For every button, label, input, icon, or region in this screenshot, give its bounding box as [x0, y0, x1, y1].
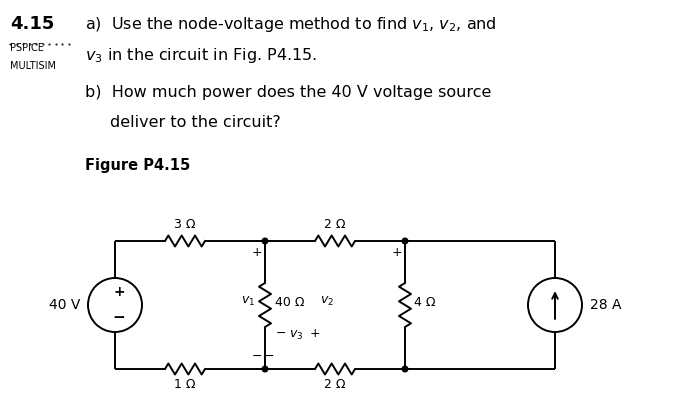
Text: −: −: [113, 311, 125, 325]
Text: −: −: [264, 349, 274, 363]
Text: 3 Ω: 3 Ω: [174, 218, 196, 231]
Text: deliver to the circuit?: deliver to the circuit?: [110, 115, 281, 130]
Text: 4 Ω: 4 Ω: [414, 297, 435, 309]
Circle shape: [402, 366, 408, 372]
Text: +: +: [392, 247, 402, 259]
Text: −: −: [252, 349, 262, 363]
Text: $v_3$ in the circuit in Fig. P4.15.: $v_3$ in the circuit in Fig. P4.15.: [85, 46, 317, 65]
Text: 2 Ω: 2 Ω: [324, 378, 346, 391]
Text: Figure P4.15: Figure P4.15: [85, 158, 190, 173]
Text: $v_2$: $v_2$: [320, 294, 334, 308]
Text: MULTISIM: MULTISIM: [10, 61, 56, 71]
Text: b)  How much power does the 40 V voltage source: b) How much power does the 40 V voltage …: [85, 85, 491, 100]
Circle shape: [262, 238, 268, 244]
Text: $-\ v_3\ +$: $-\ v_3\ +$: [275, 328, 321, 342]
Text: $v_1$: $v_1$: [241, 294, 255, 308]
Circle shape: [402, 238, 408, 244]
Text: 1 Ω: 1 Ω: [174, 378, 196, 391]
Text: PSPICE: PSPICE: [10, 43, 44, 53]
Text: +: +: [252, 247, 262, 259]
Text: 2 Ω: 2 Ω: [324, 218, 346, 231]
Text: 4.15: 4.15: [10, 15, 55, 33]
Circle shape: [262, 366, 268, 372]
Text: 28 A: 28 A: [590, 298, 622, 312]
Text: a)  Use the node-voltage method to find $v_1$, $v_2$, and: a) Use the node-voltage method to find $…: [85, 15, 497, 34]
Text: 40 V: 40 V: [48, 298, 80, 312]
Text: 40 Ω: 40 Ω: [275, 297, 304, 309]
Text: +: +: [113, 285, 125, 299]
